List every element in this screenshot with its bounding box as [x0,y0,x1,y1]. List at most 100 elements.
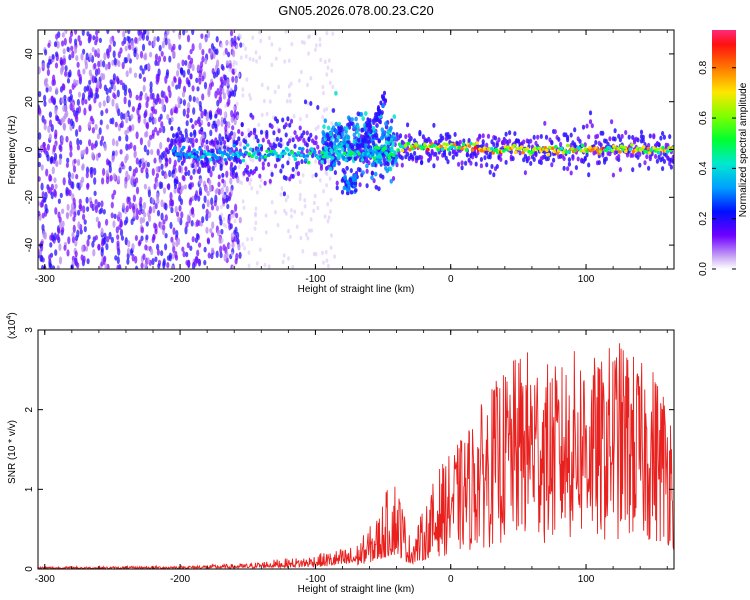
spectrogram-cell [442,142,447,146]
spectrogram-cell [274,143,278,149]
spectrogram-cell [170,206,174,214]
spectrogram-cell [178,194,182,202]
spectrogram-cell [55,87,59,95]
spectrogram-cell [227,97,231,106]
spectrogram-cell [48,173,52,182]
spectrogram-cell [113,84,117,92]
spectrogram-cell [647,165,651,171]
spectrogram-cell [219,245,223,254]
spectrogram-cell [105,218,109,226]
spectrogram-cell [205,113,209,122]
spectrogram-cell [365,163,369,169]
spectrogram-cell [139,93,143,101]
spectrogram-xtick-label: -300 [35,274,55,285]
spectrogram-cell [48,254,52,261]
spectrogram-cell [91,46,95,53]
spectrogram-cell [608,136,612,142]
spectrogram-cell [179,188,183,194]
spectrogram-cell [581,124,586,130]
spectrogram-cell [302,130,306,136]
spectrogram-cell [616,146,621,151]
spectrogram-cell [238,159,242,165]
spectrogram-cell [69,30,74,38]
spectrogram-cell [363,142,368,148]
spectrogram-cell [448,151,452,156]
spectrogram-cell [147,214,152,223]
spectrogram-cell [325,106,329,112]
spectrogram-cell [225,170,229,178]
spectrogram-cell [119,228,124,237]
spectrogram-cell [124,112,129,118]
spectrogram-cell [185,120,189,127]
spectrogram-cell [353,177,358,183]
spectrogram-cell [312,200,316,206]
spectrogram-cell [318,37,322,42]
spectrogram-cell [245,176,250,182]
spectrogram-cell [149,87,153,94]
spectrogram-cell [250,236,254,242]
spectrogram-cell [220,189,224,195]
spectrogram-cell [552,149,557,154]
spectrogram-cell [150,149,154,156]
spectrogram-cell [101,177,105,185]
spectrogram-cell [72,216,76,222]
spectrogram-cell [385,153,390,157]
spectrogram-cell [263,98,266,104]
spectrogram-cell [130,218,134,226]
spectrogram-cell [89,167,93,175]
spectrogram-cell [368,118,372,123]
spectrogram-cell [458,139,462,145]
spectrogram-cell [293,143,297,149]
spectrogram-cell [181,145,186,150]
colorbar-tick-label: 0.4 [698,161,709,175]
spectrogram-cell [647,142,651,148]
spectrogram-cell [156,248,160,256]
spectrogram-cell [182,70,186,78]
spectrogram-cell [260,112,264,118]
spectrogram-cell [45,87,49,93]
spectrogram-cell [346,135,351,140]
spectrogram-cell [85,166,90,174]
spectrogram-cell [177,62,181,70]
spectrogram-cell [95,81,100,89]
spectrogram-cell [247,263,251,268]
spectrogram-cell [206,190,210,197]
spectrogram-cell [48,58,52,66]
spectrogram-cell [208,184,212,193]
spectrogram-cell [322,124,326,130]
spectrogram-cell [106,30,110,35]
spectrogram-cell [260,82,264,88]
spectrogram-cell [214,194,218,203]
spectrogram-cell [325,171,329,176]
spectrogram-cell [104,263,108,269]
snr-xtick-label: -300 [35,574,55,585]
spectrogram-cell [177,126,181,132]
spectrogram-cell [259,38,263,44]
spectrogram-cell [284,30,288,34]
spectrogram-cell [344,158,348,162]
spectrogram-cell [382,146,387,150]
spectrogram-cell [214,113,218,119]
spectrogram-cell [237,129,241,134]
spectrogram-cell [585,152,589,158]
spectrogram-cell [587,134,591,140]
spectrogram-cell [350,144,355,150]
spectrogram-cell [77,35,81,42]
spectrogram-cell [348,121,352,127]
spectrogram-cell [460,146,464,151]
spectrogram-cell [69,102,73,111]
spectrogram-cell [220,153,225,158]
spectrogram-cell [481,142,485,148]
spectrogram-cell [220,204,223,210]
spectrogram-cell [185,137,189,143]
spectrogram-cell [278,47,282,52]
spectrogram-cell [48,258,52,266]
spectrogram-cell [238,216,242,224]
spectrogram-cell [160,181,164,189]
spectrogram-cell [316,124,320,130]
spectrogram-cell [144,52,148,61]
spectrogram-cell [171,80,175,87]
spectrogram-cell [171,241,175,247]
spectrogram-cell [201,216,205,224]
